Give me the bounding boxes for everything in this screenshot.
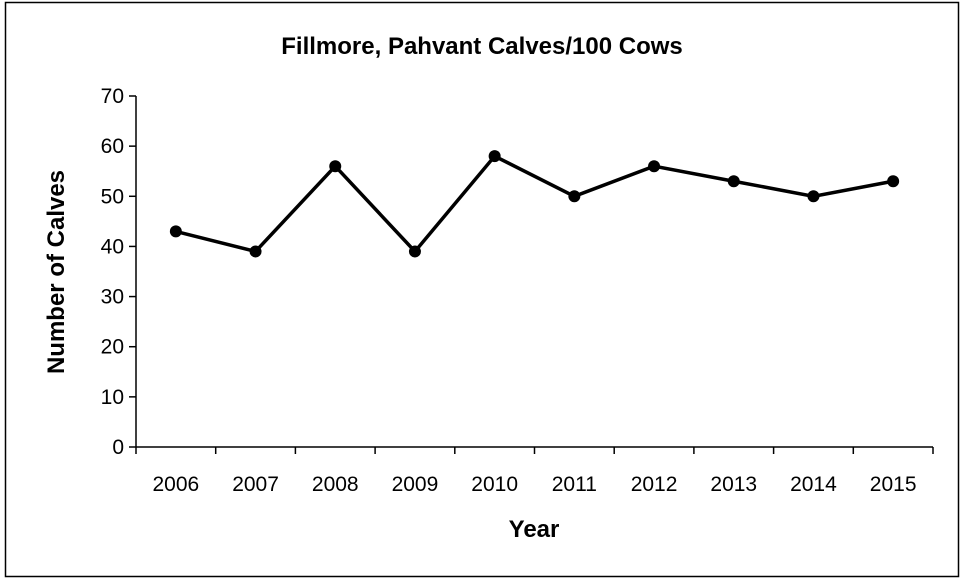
y-tick-label: 10 xyxy=(101,386,124,409)
y-tick-label: 50 xyxy=(101,185,124,208)
x-tick-label: 2009 xyxy=(392,473,439,496)
x-tick-label: 2006 xyxy=(152,473,199,496)
x-axis-title: Year xyxy=(509,516,560,543)
x-tick-label: 2010 xyxy=(471,473,518,496)
x-tick-label: 2011 xyxy=(552,473,597,496)
data-point xyxy=(169,225,182,238)
x-axis: 2006 2007 2008 2009 2010 2011 2012 2013 2014 2015 xyxy=(135,446,934,496)
data-point xyxy=(727,175,740,188)
data-point xyxy=(568,190,581,203)
y-tick-label: 30 xyxy=(101,286,124,309)
y-tick-label: 60 xyxy=(101,135,124,158)
chart-frame xyxy=(4,1,960,578)
series-line xyxy=(175,153,894,255)
data-point xyxy=(329,160,342,173)
y-axis: 0 10 20 30 40 50 60 70 xyxy=(101,85,137,459)
x-tick-label: 2007 xyxy=(232,473,279,496)
y-tick-label: 0 xyxy=(112,436,124,459)
y-axis-title: Number of Calves xyxy=(43,170,70,374)
data-point xyxy=(887,175,900,188)
x-tick-label: 2012 xyxy=(631,473,678,496)
data-point xyxy=(249,245,262,258)
y-tick-label: 20 xyxy=(101,336,124,359)
series-group xyxy=(169,150,900,258)
data-point xyxy=(648,160,661,173)
x-tick-label: 2008 xyxy=(312,473,359,496)
x-tick-label: 2013 xyxy=(710,473,757,496)
y-tick-label: 70 xyxy=(101,85,124,108)
data-point xyxy=(408,245,421,258)
x-tick-label: 2015 xyxy=(870,473,917,496)
chart-title: Fillmore, Pahvant Calves/100 Cows xyxy=(281,33,683,60)
data-point xyxy=(807,190,820,203)
x-tick-label: 2014 xyxy=(790,473,837,496)
data-point xyxy=(488,150,501,163)
y-tick-label: 40 xyxy=(101,235,124,258)
